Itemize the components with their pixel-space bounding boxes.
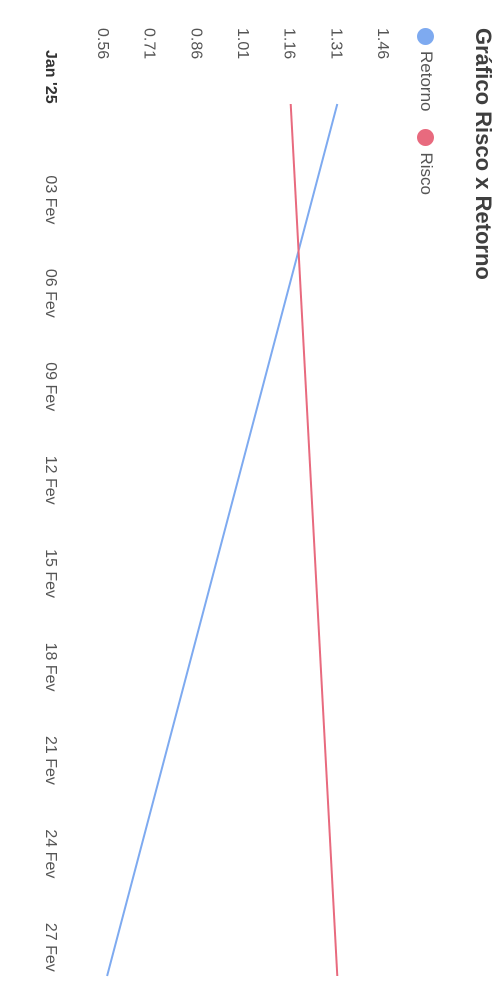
y-tick-label: 0.86 (187, 28, 204, 59)
series-line-retorno[interactable] (106, 103, 339, 977)
x-tick-label: 27 Fev (42, 923, 59, 972)
x-tick-label: 18 Fev (42, 643, 59, 692)
x-tick-label: 21 Fev (42, 736, 59, 785)
series-lines (106, 103, 339, 977)
y-tick-label: 0.56 (94, 28, 111, 59)
x-tick-label: 09 Fev (42, 362, 59, 411)
y-tick-label: 1.46 (374, 28, 391, 59)
y-axis-ticks: 1.46 1.31 1.16 1.01 0.86 0.71 0.56 (94, 28, 391, 59)
y-tick-label: 0.71 (141, 28, 158, 59)
x-tick-label: 06 Fev (42, 269, 59, 318)
x-tick-label: 03 Fev (42, 175, 59, 224)
x-tick-label: 24 Fev (42, 829, 59, 878)
x-axis-ticks: Jan '25 03 Fev 06 Fev 09 Fev 12 Fev 15 Fev 18 … (42, 50, 59, 972)
x-tick-label: Jan '25 (42, 50, 59, 104)
y-tick-label: 1.01 (234, 28, 251, 59)
x-tick-label: 12 Fev (42, 456, 59, 505)
x-tick-label: 15 Fev (42, 549, 59, 598)
y-tick-label: 1.31 (327, 28, 344, 59)
y-tick-label: 1.16 (281, 28, 298, 59)
series-line-risco[interactable] (289, 103, 339, 977)
